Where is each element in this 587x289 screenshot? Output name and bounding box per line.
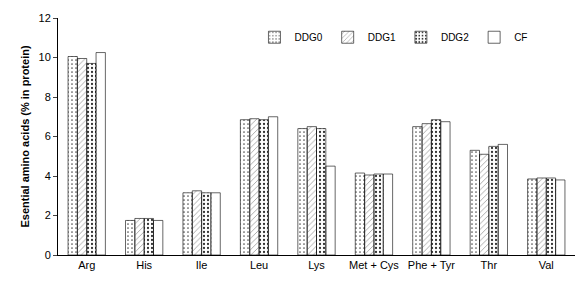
svg-text:2: 2	[45, 209, 51, 221]
svg-text:Leu: Leu	[250, 259, 268, 271]
svg-text:Lys: Lys	[308, 259, 325, 271]
svg-text:Thr: Thr	[481, 259, 498, 271]
svg-text:CF: CF	[514, 32, 527, 43]
svg-text:8: 8	[45, 91, 51, 103]
svg-text:DDG0: DDG0	[294, 32, 322, 43]
svg-text:Val: Val	[539, 259, 554, 271]
svg-text:12: 12	[39, 12, 51, 24]
svg-text:0: 0	[45, 249, 51, 261]
svg-text:10: 10	[39, 51, 51, 63]
svg-text:His: His	[136, 259, 152, 271]
svg-text:DDG1: DDG1	[368, 32, 396, 43]
svg-text:Arg: Arg	[78, 259, 95, 271]
svg-text:Esential amino acids (% in pro: Esential amino acids (% in protein)	[19, 45, 31, 227]
svg-text:Met + Cys: Met + Cys	[349, 259, 399, 271]
svg-text:Ile: Ile	[196, 259, 208, 271]
svg-text:Phe + Tyr: Phe + Tyr	[408, 259, 456, 271]
svg-text:4: 4	[45, 170, 51, 182]
svg-text:DDG2: DDG2	[441, 32, 469, 43]
svg-text:6: 6	[45, 130, 51, 142]
